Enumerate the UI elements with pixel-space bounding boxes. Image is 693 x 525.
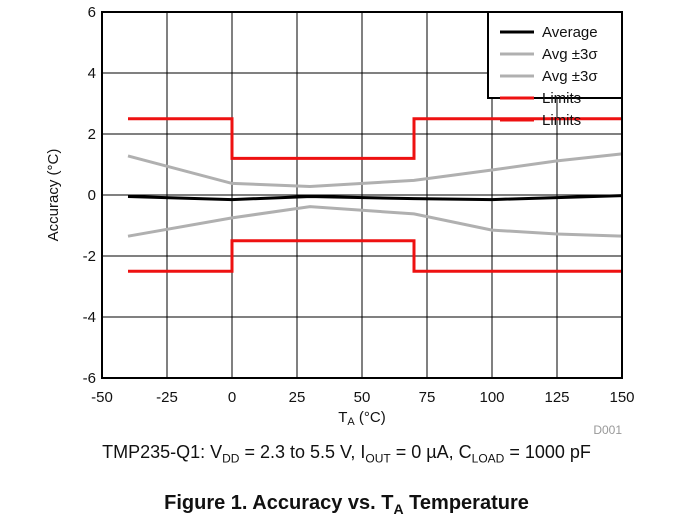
y-tick-label: 6 [88,4,96,21]
series-line-avg-3 [127,205,623,238]
series-line-limits [128,239,622,273]
y-tick-label: 0 [88,187,96,204]
y-tick-label: -2 [83,248,96,265]
x-tick-label: 25 [289,389,306,406]
x-tick-label: -50 [91,389,113,406]
caption-part-4: = 1000 pF [504,442,591,462]
caption-sub-1: DD [222,451,240,466]
x-tick-label: -25 [156,389,178,406]
caption-part-2: = 2.3 to 5.5 V, I [239,442,366,462]
caption-sub-3: LOAD [471,451,505,466]
x-tick-label: 0 [228,389,236,406]
x-axis-label: TA (°C) [338,409,386,428]
figure-title-subscript: A [393,501,404,517]
figure-title-prefix: Figure 1. Accuracy vs. T [164,492,394,514]
series-lines [127,117,623,273]
y-tick-label: -6 [83,370,96,387]
legend: Average Avg ±3σ Avg ±3σ Limits Limits [487,11,623,129]
y-tick-label: 2 [88,126,96,143]
legend-label-limits: Limits [542,90,581,107]
x-tick-label: 100 [479,389,504,406]
x-tick-label: 50 [354,389,371,406]
x-axis-label-unit: (°C) [355,409,386,426]
x-tick-label: 75 [419,389,436,406]
legend-label-avg-3: Avg ±3σ [542,68,598,85]
series-line-average [127,194,623,202]
accuracy-chart: -6 -4 -2 0 2 4 6 -50 -25 0 25 50 75 100 125 150 Accurac… [45,4,635,437]
caption-part-3: = 0 µA, C [390,442,472,462]
legend-label-limits: Limits [542,112,581,129]
figure-title: Figure 1. Accuracy vs. TA Temperature [0,492,693,517]
figure-title-suffix: Temperature [403,492,529,514]
y-axis-label: Accuracy (°C) [45,149,62,242]
tick-labels: -6 -4 -2 0 2 4 6 -50 -25 0 25 50 75 100 125 150 [83,4,635,406]
grid [101,11,623,379]
legend-label-avg-3: Avg ±3σ [542,46,598,63]
series-line-avg-3 [127,152,623,188]
y-tick-label: 4 [88,65,96,82]
series-line-limits [128,117,622,160]
test-conditions-caption: TMP235-Q1: VDD = 2.3 to 5.5 V, IOUT = 0 … [0,442,693,466]
x-tick-label: 125 [544,389,569,406]
legend-label-average: Average [542,24,598,41]
plot-frame [101,11,623,379]
caption-part-1: TMP235-Q1: V [102,442,223,462]
x-axis-label-subscript: A [347,416,355,428]
figure-code: D001 [593,423,622,437]
x-axis-label-main: T [338,409,347,426]
x-tick-label: 150 [609,389,634,406]
caption-sub-2: OUT [365,451,391,466]
y-tick-label: -4 [83,309,96,326]
